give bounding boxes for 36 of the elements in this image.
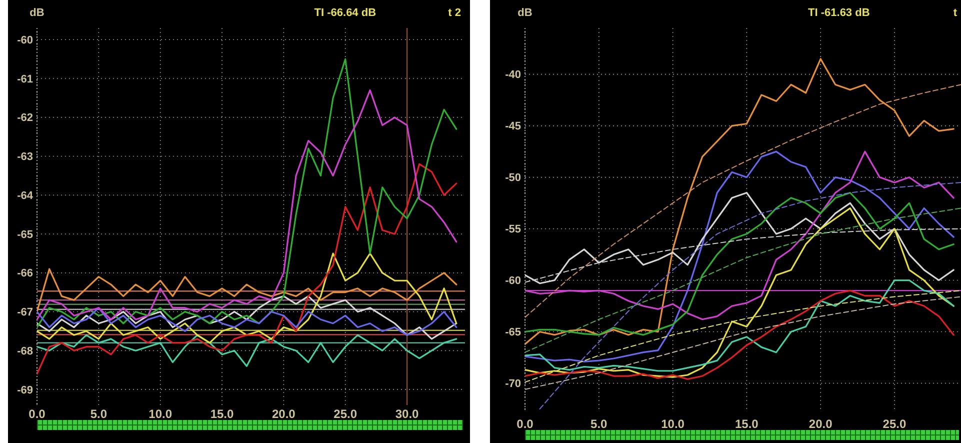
y-tick-label: -50 bbox=[505, 172, 521, 184]
x-tick-label: 5.0 bbox=[590, 417, 608, 431]
y-tick-label: -60 bbox=[505, 275, 521, 288]
x-tick-label: 10.0 bbox=[148, 407, 172, 421]
text: TI -61.63 dB bbox=[808, 7, 870, 19]
text: t bbox=[953, 7, 958, 19]
y-tick-label: -70 bbox=[505, 378, 521, 390]
x-tick-label: 30.0 bbox=[395, 407, 420, 421]
x-tick-label: 25.0 bbox=[882, 417, 906, 431]
y-axis-title: dB bbox=[30, 7, 44, 19]
text: t 2 bbox=[448, 7, 461, 19]
x-tick-label: 5.0 bbox=[90, 407, 108, 421]
text: TI -66.64 dB bbox=[314, 7, 376, 19]
y-tick-label: -69 bbox=[17, 384, 33, 396]
y-tick-label: -60 bbox=[17, 34, 33, 47]
y-tick-label: -40 bbox=[505, 69, 521, 82]
x-tick-label: 20.0 bbox=[808, 417, 833, 431]
y-tick-label: -67 bbox=[17, 306, 33, 319]
y-tick-label: -66 bbox=[17, 268, 33, 280]
y-tick-label: -62 bbox=[17, 112, 33, 124]
x-tick-label: 0.0 bbox=[28, 407, 46, 421]
x-tick-label: 25.0 bbox=[334, 407, 358, 421]
y-tick-label: -68 bbox=[17, 345, 33, 358]
y-tick-label: -63 bbox=[17, 151, 33, 164]
y-tick-label: -45 bbox=[505, 120, 521, 133]
y-tick-label: -65 bbox=[17, 228, 33, 241]
x-tick-label: 15.0 bbox=[210, 407, 234, 421]
x-tick-label: 10.0 bbox=[661, 417, 685, 431]
y-tick-label: -65 bbox=[505, 326, 521, 339]
y-axis-title: dB bbox=[518, 7, 532, 19]
x-tick-label: 0.0 bbox=[516, 417, 534, 431]
y-tick-label: -61 bbox=[17, 73, 33, 86]
y-tick-label: -64 bbox=[17, 190, 34, 202]
y-tick-label: -55 bbox=[505, 224, 521, 236]
x-tick-label: 15.0 bbox=[735, 417, 759, 431]
x-tick-label: 20.0 bbox=[272, 407, 296, 421]
